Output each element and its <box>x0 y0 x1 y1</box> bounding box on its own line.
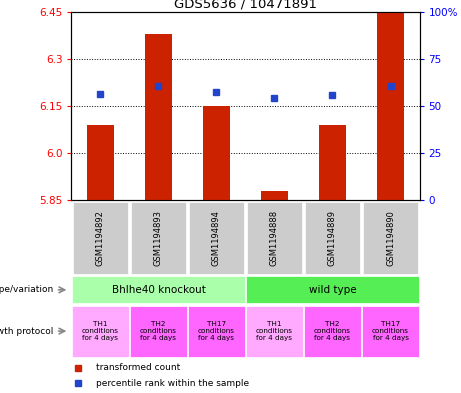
Text: GSM1194892: GSM1194892 <box>96 210 105 266</box>
Text: genotype/variation: genotype/variation <box>0 285 53 294</box>
Bar <box>363 202 418 274</box>
Text: transformed count: transformed count <box>96 363 180 372</box>
Bar <box>203 106 230 200</box>
Text: wild type: wild type <box>309 285 356 295</box>
Text: TH17
conditions
for 4 days: TH17 conditions for 4 days <box>372 321 409 341</box>
Text: TH17
conditions
for 4 days: TH17 conditions for 4 days <box>198 321 235 341</box>
Bar <box>247 202 302 274</box>
Bar <box>319 125 346 200</box>
Bar <box>304 306 361 356</box>
Bar <box>305 202 361 274</box>
Bar <box>145 34 171 200</box>
Title: GDS5636 / 10471891: GDS5636 / 10471891 <box>174 0 317 11</box>
Text: GSM1194888: GSM1194888 <box>270 210 279 266</box>
Bar <box>72 306 129 356</box>
Text: GSM1194893: GSM1194893 <box>154 210 163 266</box>
Bar <box>378 12 403 200</box>
Text: TH1
conditions
for 4 days: TH1 conditions for 4 days <box>82 321 119 341</box>
Text: percentile rank within the sample: percentile rank within the sample <box>96 378 249 387</box>
Bar <box>88 125 113 200</box>
Bar <box>246 306 303 356</box>
Bar <box>261 191 288 200</box>
Bar <box>73 202 128 274</box>
Bar <box>188 306 245 356</box>
Text: TH1
conditions
for 4 days: TH1 conditions for 4 days <box>256 321 293 341</box>
Bar <box>130 306 187 356</box>
Bar <box>189 202 244 274</box>
Text: GSM1194894: GSM1194894 <box>212 210 221 266</box>
Text: GSM1194889: GSM1194889 <box>328 210 337 266</box>
Text: GSM1194890: GSM1194890 <box>386 210 395 266</box>
Bar <box>362 306 419 356</box>
Text: growth protocol: growth protocol <box>0 327 53 336</box>
Bar <box>130 202 186 274</box>
Text: TH2
conditions
for 4 days: TH2 conditions for 4 days <box>140 321 177 341</box>
Bar <box>72 276 245 303</box>
Bar <box>246 276 419 303</box>
Text: TH2
conditions
for 4 days: TH2 conditions for 4 days <box>314 321 351 341</box>
Text: Bhlhe40 knockout: Bhlhe40 knockout <box>112 285 206 295</box>
